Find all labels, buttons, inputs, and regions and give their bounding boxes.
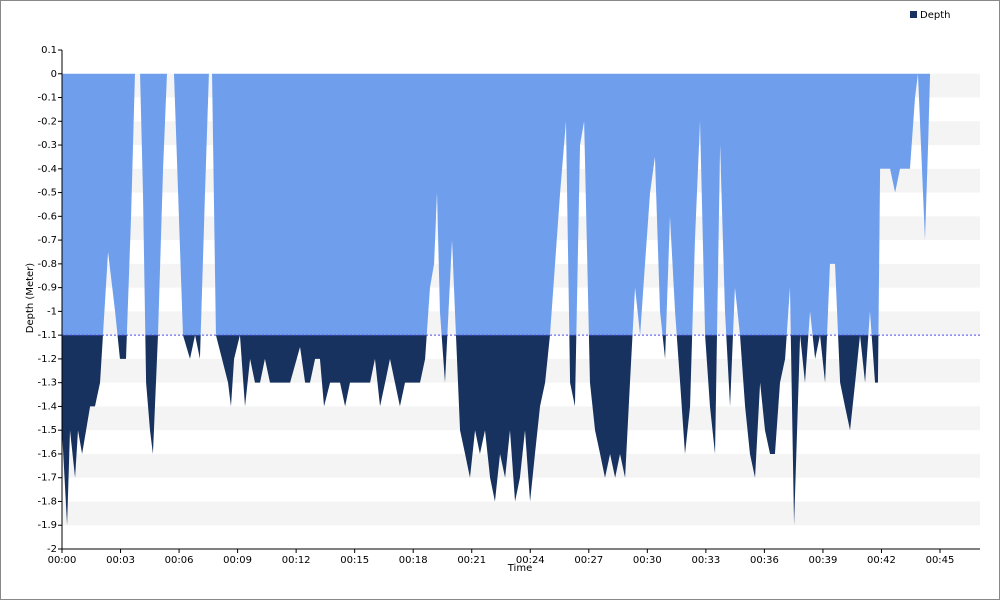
legend-swatch xyxy=(910,11,917,18)
x-tick-label: 00:30 xyxy=(633,555,662,566)
y-tick-label: 0 xyxy=(51,69,57,80)
y-tick-label: -0.6 xyxy=(37,211,57,222)
x-tick-label: 00:06 xyxy=(165,555,194,566)
x-tick-label: 00:00 xyxy=(48,555,77,566)
y-tick-label: -0.5 xyxy=(37,188,57,199)
y-tick-label: -1.6 xyxy=(37,449,57,460)
y-tick-label: -1.3 xyxy=(37,378,57,389)
x-tick-label: 00:33 xyxy=(691,555,720,566)
y-tick-label: -1.2 xyxy=(37,354,57,365)
area-below xyxy=(62,335,879,526)
y-tick-label: -1.9 xyxy=(37,520,57,531)
y-tick-label: -0.3 xyxy=(37,140,57,151)
x-tick-label: 00:27 xyxy=(574,555,603,566)
y-tick-label: -0.4 xyxy=(37,164,57,175)
y-tick-label: 0.1 xyxy=(41,45,57,56)
stripe xyxy=(62,501,980,526)
y-tick-label: -2 xyxy=(47,544,57,555)
x-tick-label: 00:39 xyxy=(809,555,838,566)
area-above xyxy=(62,73,931,336)
x-tick-label: 00:18 xyxy=(399,555,428,566)
x-tick-label: 00:24 xyxy=(516,555,545,566)
y-tick-label: -1.8 xyxy=(37,496,57,507)
x-tick-label: 00:03 xyxy=(106,555,135,566)
y-tick-label: -1.1 xyxy=(37,330,57,341)
x-tick-label: 00:15 xyxy=(340,555,369,566)
y-tick-label: -0.8 xyxy=(37,259,57,270)
x-tick-label: 00:09 xyxy=(223,555,252,566)
y-tick-label: -0.9 xyxy=(37,283,57,294)
y-tick-label: -0.2 xyxy=(37,116,57,127)
y-tick-label: -1 xyxy=(47,306,57,317)
y-tick-label: -0.1 xyxy=(37,93,57,104)
x-tick-label: 00:42 xyxy=(867,555,896,566)
legend-label: Depth xyxy=(920,10,950,21)
y-axis-label: Depth (Meter) xyxy=(25,263,36,334)
y-tick-label: -1.5 xyxy=(37,425,57,436)
x-tick-label: 00:45 xyxy=(926,555,955,566)
plot-area xyxy=(58,49,980,553)
y-tick-label: -0.7 xyxy=(37,235,57,246)
y-tick-label: -1.4 xyxy=(37,401,57,412)
y-tick-label: -1.7 xyxy=(37,473,57,484)
x-tick-label: 00:36 xyxy=(750,555,779,566)
x-axis-label: Time xyxy=(507,563,532,574)
x-tick-label: 00:21 xyxy=(457,555,486,566)
x-tick-label: 00:12 xyxy=(282,555,311,566)
